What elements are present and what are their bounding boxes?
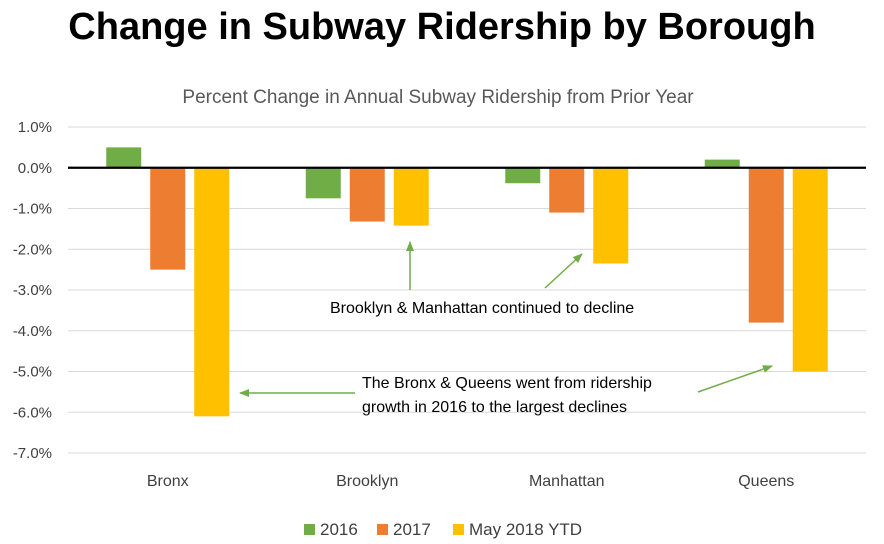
annotation-bronx-queens-line: growth in 2016 to the largest declines [362, 399, 627, 416]
y-tick-label: -6.0% [13, 404, 52, 421]
bar-bronx-series-2 [194, 167, 230, 417]
y-tick-label: -2.0% [13, 241, 52, 258]
bar-brooklyn-series-1 [349, 167, 385, 222]
y-tick-label: 1.0% [18, 119, 52, 136]
annotation-brooklyn-manhattan: Brooklyn & Manhattan continued to declin… [330, 300, 634, 317]
bar-manhattan-series-0 [505, 167, 541, 184]
bar-queens-series-0 [704, 159, 740, 168]
legend-label: 2016 [320, 520, 358, 539]
bar-queens-series-1 [748, 167, 784, 323]
legend-swatch [377, 524, 388, 535]
annotation-arrow [697, 365, 773, 393]
y-tick-label: -1.0% [13, 201, 52, 218]
legend-swatch [453, 524, 464, 535]
legend-label: May 2018 YTD [469, 520, 582, 539]
bar-brooklyn-series-2 [393, 167, 429, 226]
legend-label: 2017 [393, 520, 431, 539]
y-tick-label: -3.0% [13, 282, 52, 299]
annotation-bronx-queens-line: The Bronx & Queens went from ridership [362, 375, 652, 392]
y-tick-label: -7.0% [13, 445, 52, 462]
x-category-label: Manhattan [529, 473, 605, 490]
y-tick-label: -4.0% [13, 323, 52, 340]
bar-bronx-series-1 [150, 167, 186, 270]
bar-brooklyn-series-0 [305, 167, 341, 199]
legend-swatch [304, 524, 315, 535]
bar-queens-series-2 [792, 167, 828, 372]
y-tick-label: 0.0% [18, 160, 52, 177]
x-category-label: Bronx [147, 473, 189, 490]
bar-manhattan-series-2 [593, 167, 629, 264]
bar-bronx-series-0 [106, 147, 142, 168]
page-title: Change in Subway Ridership by Borough [68, 6, 816, 48]
x-category-label: Brooklyn [336, 473, 398, 490]
x-category-label: Queens [738, 473, 794, 490]
chart-subtitle: Percent Change in Annual Subway Ridershi… [182, 87, 694, 108]
bar-manhattan-series-1 [549, 167, 585, 213]
y-tick-label: -5.0% [13, 364, 52, 381]
annotation-arrow [544, 253, 583, 289]
